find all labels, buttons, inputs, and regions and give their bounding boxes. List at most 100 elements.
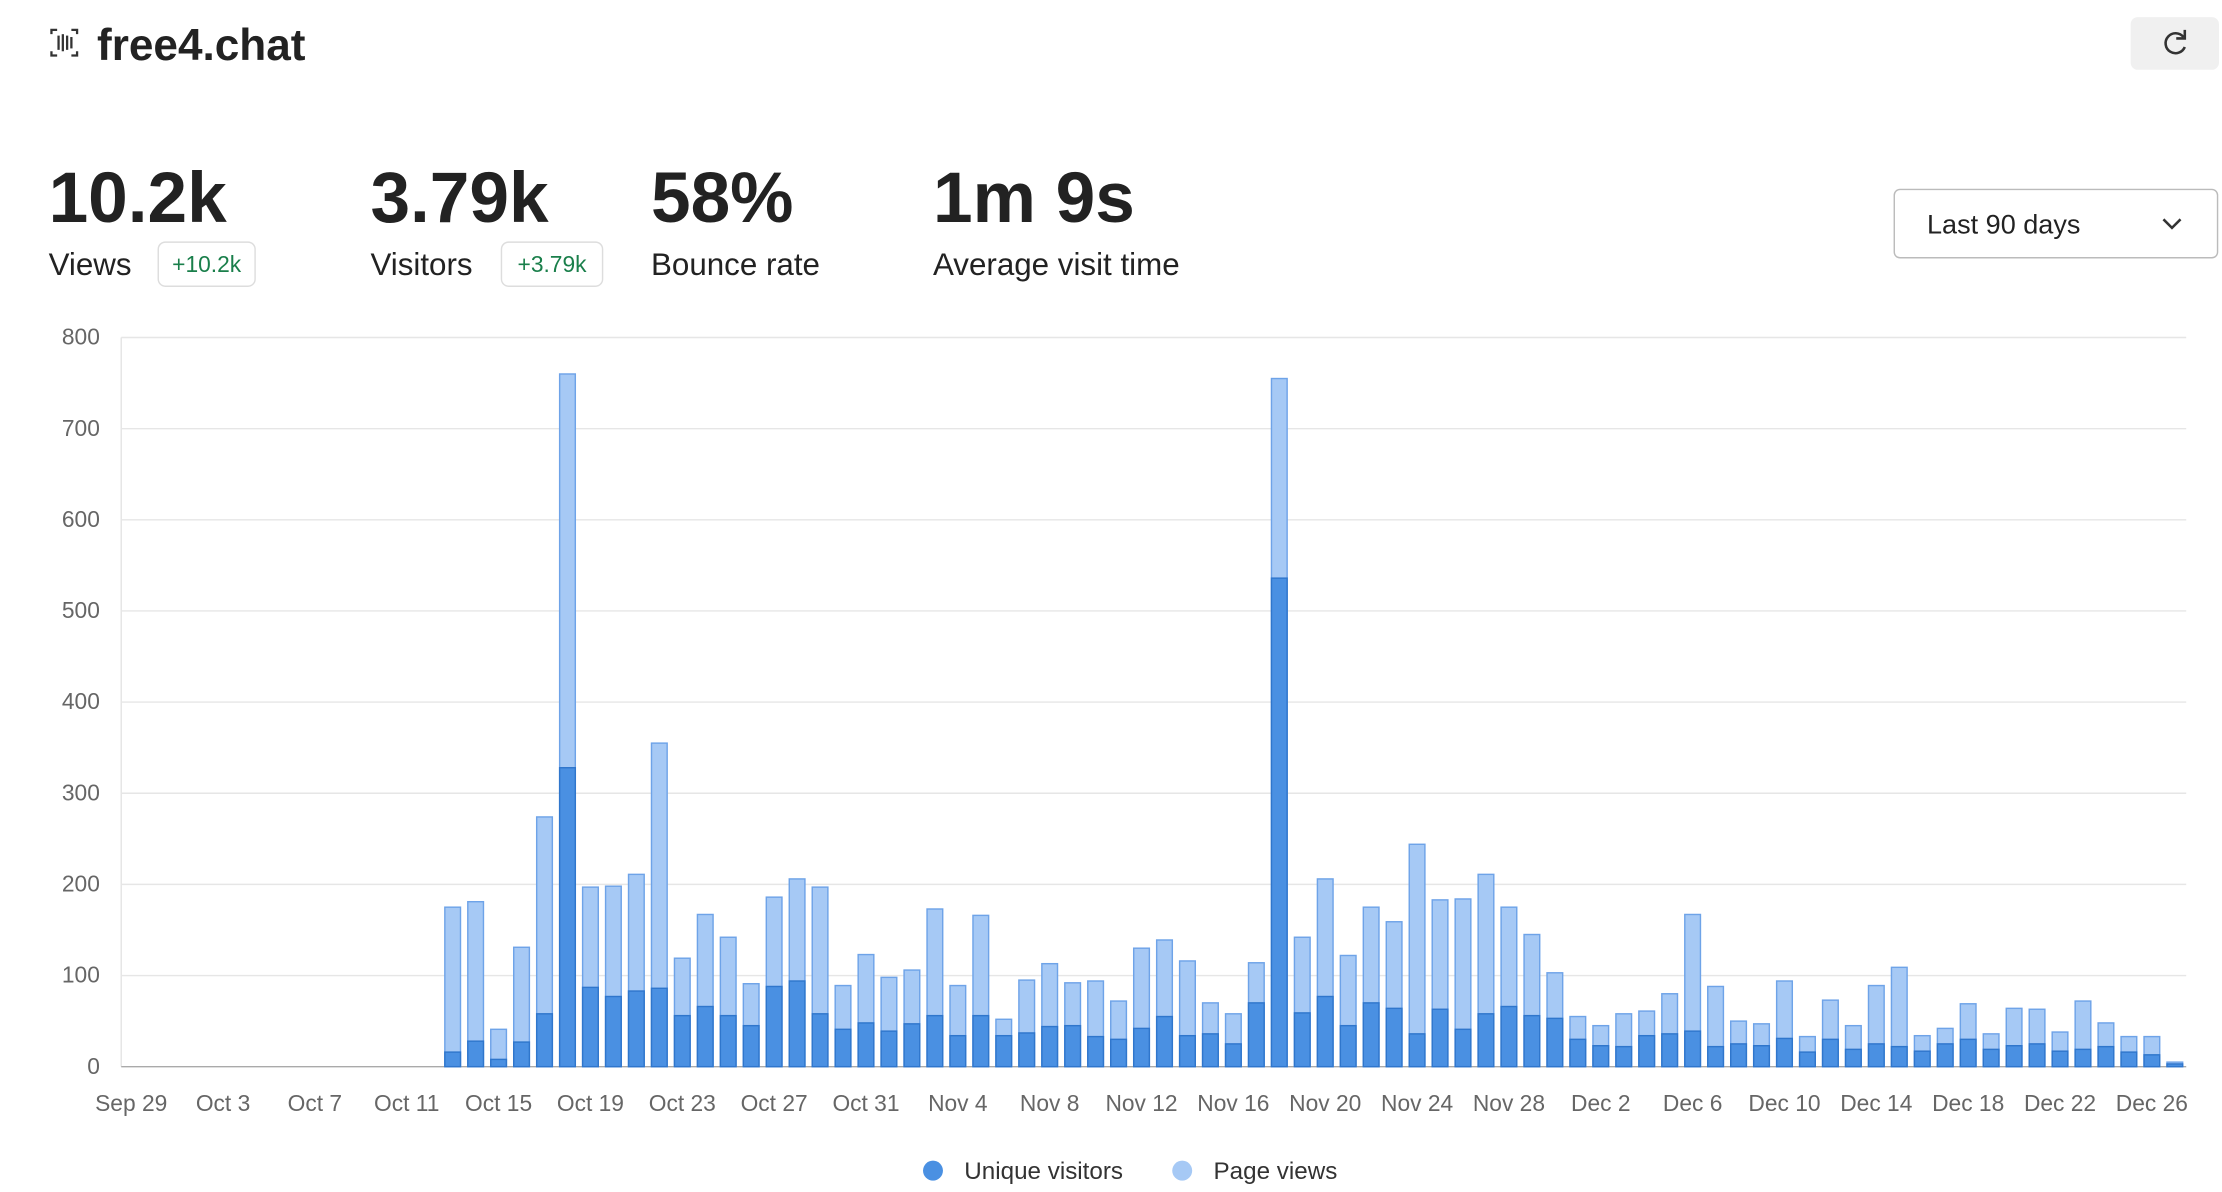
bar	[1431, 1008, 1449, 1068]
x-tick-label: Dec 26	[2116, 1090, 2188, 1116]
bar	[1247, 1002, 1265, 1068]
y-tick-label: 0	[87, 1053, 100, 1079]
bar	[535, 1013, 554, 1068]
x-tick-label: Oct 27	[741, 1090, 808, 1116]
bar	[1798, 1051, 1816, 1068]
x-tick-label: Nov 20	[1289, 1090, 1361, 1116]
dropdown-label[interactable]: Last 90 days	[1927, 210, 2080, 240]
x-tick-label: Oct 19	[557, 1090, 624, 1116]
bar	[1775, 1037, 1794, 1068]
refresh-button-bg[interactable]	[2130, 17, 2219, 70]
x-tick-label: Oct 15	[465, 1090, 532, 1116]
metric-value: 58%	[651, 159, 793, 238]
x-tick-label: Sep 29	[95, 1090, 167, 1116]
metric-value: 1m 9s	[933, 159, 1135, 238]
bar	[1454, 1028, 1472, 1068]
legend-label: Unique visitors	[964, 1158, 1123, 1185]
x-tick-label: Dec 14	[1840, 1090, 1912, 1116]
bar	[1178, 1034, 1196, 1068]
bar	[1821, 1038, 1839, 1068]
bar	[627, 990, 645, 1068]
bar	[880, 1030, 898, 1068]
bar	[903, 1023, 921, 1068]
bar	[719, 1014, 737, 1068]
date-range-dropdown[interactable]: Last 90 days	[1893, 188, 2219, 259]
bar	[1018, 1032, 1036, 1068]
x-tick-label: Dec 22	[2024, 1090, 2096, 1116]
y-tick-label: 200	[62, 871, 100, 897]
bar	[1638, 1034, 1656, 1068]
metric-label: Average visit time	[933, 247, 1180, 282]
refresh-button[interactable]	[2130, 17, 2219, 70]
bar	[1339, 1024, 1357, 1068]
y-tick-label: 600	[62, 506, 100, 532]
metric-change: +10.2k	[172, 251, 242, 277]
bar	[1684, 1030, 1702, 1068]
bar	[1707, 1045, 1725, 1068]
bar	[444, 906, 462, 1068]
x-tick-label: Nov 28	[1473, 1090, 1545, 1116]
metric-label: Bounce rate	[651, 247, 820, 282]
x-tick-label: Oct 31	[832, 1090, 899, 1116]
legend-swatch	[923, 1160, 943, 1181]
bar	[995, 1034, 1013, 1068]
bar	[1867, 1043, 1885, 1068]
bar	[604, 995, 622, 1068]
bar	[1844, 1048, 1862, 1068]
metric-change-badge	[157, 241, 256, 287]
metric-change-badge	[500, 241, 604, 287]
bar	[2120, 1051, 2138, 1068]
bar	[811, 1013, 829, 1068]
bar	[1041, 1025, 1059, 1068]
bar	[1110, 1038, 1128, 1068]
bar	[1155, 1015, 1174, 1068]
metric-change: +3.79k	[518, 251, 588, 277]
bar	[1959, 1038, 1977, 1068]
bar	[444, 1051, 462, 1068]
bar	[1201, 1033, 1219, 1068]
x-tick-label: Oct 7	[288, 1090, 342, 1116]
bar	[2166, 1063, 2184, 1068]
x-tick-label: Oct 23	[649, 1090, 716, 1116]
x-tick-label: Dec 18	[1932, 1090, 2004, 1116]
bar	[1523, 1014, 1541, 1068]
metric-value: 3.79k	[370, 159, 549, 238]
x-tick-label: Nov 16	[1197, 1090, 1269, 1116]
y-tick-label: 700	[62, 415, 100, 441]
bar	[1270, 577, 1288, 1068]
bar	[1730, 1043, 1748, 1068]
x-tick-label: Nov 12	[1105, 1090, 1177, 1116]
bar	[1752, 1045, 1771, 1068]
bar	[1982, 1048, 2000, 1068]
y-tick-label: 400	[62, 688, 100, 714]
bar	[1316, 995, 1334, 1068]
bar	[1385, 1007, 1403, 1068]
dropdown-box[interactable]	[1893, 188, 2219, 259]
metric-value: 10.2k	[49, 159, 228, 238]
x-tick-label: Oct 11	[374, 1090, 439, 1116]
bar	[581, 986, 599, 1068]
metric-label: Visitors	[370, 247, 472, 282]
refresh-arrow[interactable]	[2176, 29, 2187, 40]
bar	[765, 985, 783, 1068]
bar	[926, 1014, 944, 1068]
refresh-icon[interactable]	[2164, 32, 2186, 55]
x-tick-label: Dec 2	[1571, 1090, 1630, 1116]
y-tick-label: 500	[62, 597, 100, 623]
bar	[1569, 1038, 1587, 1068]
bar	[2005, 1045, 2023, 1068]
bar	[513, 1041, 531, 1068]
bar	[2143, 1054, 2161, 1068]
bar	[1890, 1045, 1908, 1068]
legend-label: Page views	[1214, 1158, 1338, 1185]
x-tick-label: Dec 6	[1663, 1090, 1722, 1116]
bar	[696, 1005, 714, 1068]
bar	[467, 1040, 485, 1068]
bar	[650, 987, 668, 1068]
chevron[interactable]	[2162, 218, 2182, 230]
y-tick-label: 800	[62, 324, 100, 350]
bar	[1615, 1045, 1633, 1068]
bar	[558, 767, 577, 1068]
bar	[2074, 1048, 2092, 1068]
